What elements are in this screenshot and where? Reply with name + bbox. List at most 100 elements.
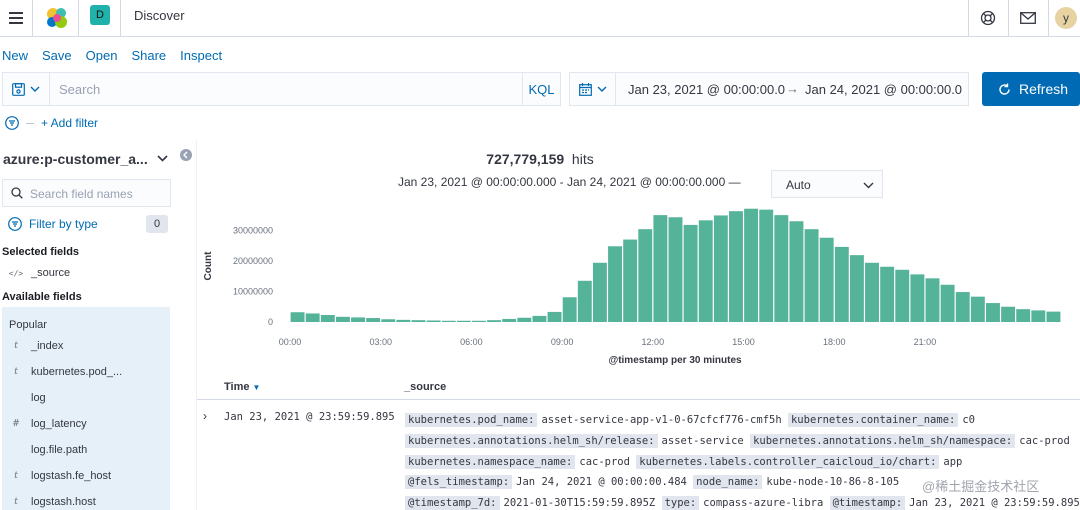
histogram-bar[interactable]: [608, 246, 622, 322]
histogram-bar[interactable]: [335, 316, 350, 322]
start-date-button[interactable]: Jan 23, 2021 @ 00:00:00.0: [628, 82, 786, 97]
field-item[interactable]: t logstash.fe_host: [9, 469, 111, 483]
histogram-bar[interactable]: [366, 318, 381, 322]
histogram-bar[interactable]: [1016, 309, 1031, 322]
field-search-input[interactable]: Search field names: [2, 179, 171, 207]
histogram-bar[interactable]: [487, 320, 502, 322]
histogram-bar[interactable]: [729, 211, 743, 322]
field-item[interactable]: </> _source: [9, 266, 70, 280]
source-value: kube-node-10-86-8-105: [766, 476, 900, 488]
histogram-bar[interactable]: [517, 317, 532, 322]
histogram-bar[interactable]: [426, 320, 441, 322]
histogram-bar[interactable]: [577, 280, 592, 322]
search-input[interactable]: Search: [59, 82, 101, 97]
histogram-bar[interactable]: [456, 320, 471, 322]
histogram-bar[interactable]: [910, 274, 925, 322]
histogram-bar[interactable]: [623, 239, 638, 322]
source-value: asset-service-app-v1-0-67cfcf776-cmf5h: [541, 414, 782, 426]
histogram-bar[interactable]: [849, 255, 864, 322]
refresh-button[interactable]: Refresh: [982, 72, 1080, 106]
histogram-bar[interactable]: [744, 208, 759, 322]
end-date-button[interactable]: Jan 24, 2021 @ 00:00:00.0: [805, 82, 963, 97]
y-axis-label: Count: [203, 251, 214, 281]
histogram-bar[interactable]: [789, 221, 804, 322]
histogram-chart[interactable]: 0 10000000 20000000 30000000 Count 00:00 03:00…: [197, 200, 1080, 372]
collapse-sidebar-icon[interactable]: [180, 149, 192, 161]
source-key: @timestamp:: [829, 496, 906, 510]
add-filter-button[interactable]: + Add filter: [41, 116, 99, 130]
interval-value: Auto: [786, 178, 811, 192]
query-bar: Search KQL: [2, 72, 561, 106]
histogram-bar[interactable]: [562, 297, 577, 322]
field-item[interactable]: t _index: [9, 339, 63, 353]
histogram-bar[interactable]: [547, 311, 562, 322]
histogram-bar[interactable]: [759, 209, 774, 322]
histogram-bar[interactable]: [698, 220, 713, 322]
histogram-bar[interactable]: [411, 320, 426, 322]
newsfeed-button[interactable]: [1008, 0, 1048, 36]
histogram-bar[interactable]: [970, 296, 985, 322]
histogram-bar[interactable]: [441, 320, 456, 322]
histogram-bar[interactable]: [986, 303, 1000, 322]
histogram-bar[interactable]: [804, 229, 819, 322]
share-link[interactable]: Share: [131, 48, 167, 63]
histogram-bar[interactable]: [305, 313, 320, 322]
histogram-bar[interactable]: [865, 262, 879, 322]
histogram-bar[interactable]: [819, 237, 834, 322]
menu-toggle-button[interactable]: [0, 0, 32, 36]
histogram-bar[interactable]: [472, 320, 486, 322]
histogram-bar[interactable]: [1046, 311, 1061, 322]
histogram-bar[interactable]: [895, 269, 910, 322]
filter-by-type-button[interactable]: Filter by type: [8, 215, 168, 235]
sort-desc-icon[interactable]: ▼: [252, 383, 261, 392]
histogram-bar[interactable]: [668, 217, 683, 322]
chevron-down-icon: [863, 182, 874, 189]
open-link[interactable]: Open: [85, 48, 118, 63]
histogram-bar[interactable]: [774, 215, 789, 322]
field-item[interactable]: t logstash.host: [9, 495, 96, 509]
histogram-bar[interactable]: [834, 246, 849, 322]
help-button[interactable]: [968, 0, 1008, 36]
save-link[interactable]: Save: [42, 48, 72, 63]
field-item[interactable]: log.file.path: [9, 443, 87, 457]
field-item[interactable]: # log_latency: [9, 417, 86, 431]
field-type-icon: t: [14, 471, 18, 481]
space-avatar[interactable]: D: [90, 5, 110, 25]
histogram-bar[interactable]: [532, 315, 547, 322]
histogram-bar[interactable]: [502, 318, 517, 322]
histogram-bar[interactable]: [653, 215, 668, 322]
time-column-header[interactable]: Time ▼: [224, 381, 260, 393]
interval-select[interactable]: Auto: [771, 170, 883, 198]
field-item[interactable]: t kubernetes.pod_...: [9, 365, 122, 379]
histogram-bar[interactable]: [381, 319, 396, 322]
expand-row-icon[interactable]: ›: [203, 409, 207, 423]
field-type-icon: </>: [8, 268, 24, 278]
histogram-bar[interactable]: [925, 278, 940, 322]
user-menu-button[interactable]: y: [1052, 0, 1080, 36]
histogram-bar[interactable]: [880, 266, 895, 322]
query-language-button[interactable]: KQL: [522, 73, 560, 105]
index-pattern-selector[interactable]: azure:p-customer_a...: [3, 151, 148, 167]
histogram-bar[interactable]: [320, 314, 335, 322]
source-column-header: _source: [404, 381, 447, 393]
inspect-link[interactable]: Inspect: [180, 48, 223, 63]
new-link[interactable]: New: [2, 48, 29, 63]
lifebuoy-icon: [980, 10, 996, 26]
chevron-down-icon[interactable]: [157, 155, 168, 162]
filter-options-icon[interactable]: [5, 116, 19, 130]
histogram-bar[interactable]: [351, 317, 365, 322]
histogram-bar[interactable]: [592, 262, 607, 322]
histogram-bar[interactable]: [940, 284, 955, 322]
histogram-bar[interactable]: [683, 224, 698, 322]
histogram-bar[interactable]: [1031, 310, 1046, 322]
quick-select-button[interactable]: [570, 73, 616, 105]
histogram-bar[interactable]: [638, 229, 653, 322]
kibana-logo-icon[interactable]: [44, 5, 70, 31]
saved-query-button[interactable]: [3, 73, 50, 105]
histogram-bar[interactable]: [955, 292, 970, 322]
histogram-bar[interactable]: [713, 215, 728, 322]
field-item[interactable]: log: [9, 391, 46, 405]
histogram-bar[interactable]: [1001, 306, 1016, 322]
histogram-bar[interactable]: [396, 319, 411, 322]
histogram-bar[interactable]: [290, 312, 305, 322]
